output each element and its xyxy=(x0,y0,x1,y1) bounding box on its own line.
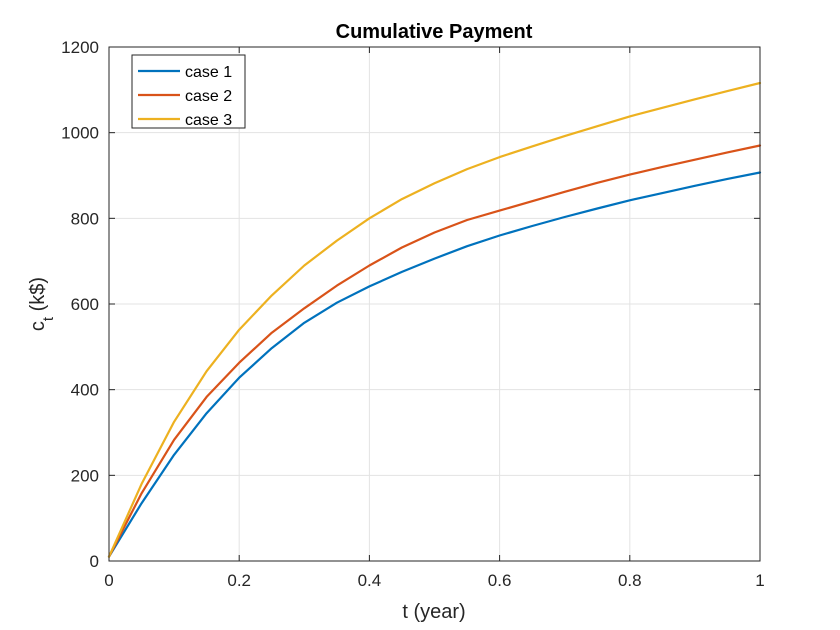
y-tick-label: 1200 xyxy=(61,38,99,57)
x-tick-label: 0.6 xyxy=(488,571,512,590)
y-axis-label-subscript: t xyxy=(40,316,57,321)
y-tick-label: 200 xyxy=(71,466,99,485)
x-tick-label: 0.2 xyxy=(227,571,251,590)
x-tick-label: 0.4 xyxy=(358,571,382,590)
x-tick-label: 0 xyxy=(104,571,113,590)
y-tick-label: 600 xyxy=(71,295,99,314)
axis-ticks xyxy=(108,46,761,562)
x-tick-label: 0.8 xyxy=(618,571,642,590)
x-tick-label: 1 xyxy=(755,571,764,590)
y-tick-label: 0 xyxy=(90,552,99,571)
series-line-3 xyxy=(107,81,762,558)
legend-label-3: case 3 xyxy=(185,112,232,129)
legend-label-2: case 2 xyxy=(185,88,232,105)
y-tick-label: 400 xyxy=(71,381,99,400)
chart-title: Cumulative Payment xyxy=(336,21,533,43)
x-axis-label: t (year) xyxy=(402,601,465,623)
series-line-1 xyxy=(107,171,762,558)
y-tick-label: 800 xyxy=(71,209,99,228)
y-axis-label: ct (k$) xyxy=(27,277,57,331)
x-tick-labels: 0 0.2 0.4 0.6 0.8 1 xyxy=(104,571,764,590)
y-tick-labels: 0 200 400 600 800 1000 1200 xyxy=(61,38,99,571)
series-line-2 xyxy=(107,144,762,558)
legend-label-1: case 1 xyxy=(185,64,232,81)
series-lines xyxy=(107,81,762,558)
legend-box xyxy=(131,54,246,129)
y-tick-label: 1000 xyxy=(61,124,99,143)
y-axis-label-unit: (k$) xyxy=(27,277,49,317)
legend: case 1 case 2 case 3 xyxy=(131,54,246,129)
y-axis-label-main: c xyxy=(27,321,49,331)
